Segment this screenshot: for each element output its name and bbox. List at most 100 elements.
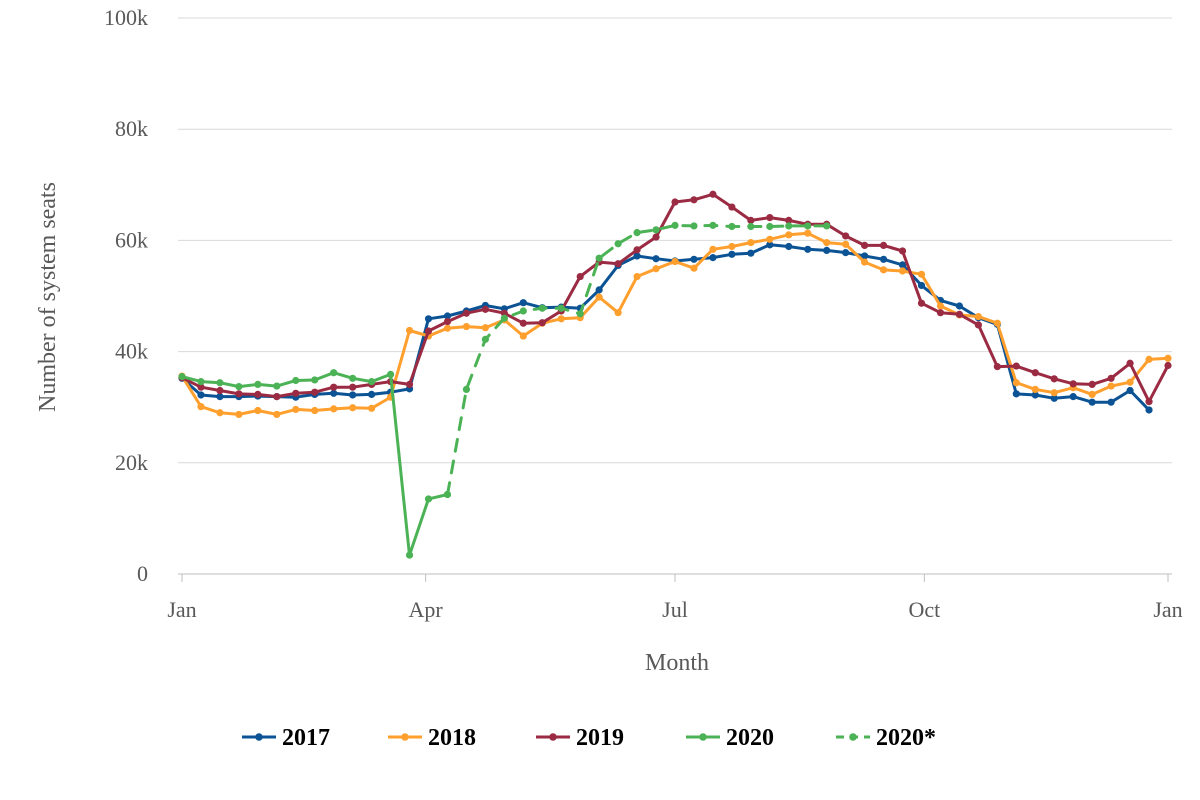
data-point (557, 315, 565, 323)
data-point (690, 222, 698, 230)
data-point (747, 216, 755, 224)
data-point (652, 255, 660, 263)
data-point (443, 490, 452, 499)
data-point (1069, 380, 1077, 388)
data-point (955, 302, 964, 310)
data-point (462, 385, 471, 394)
data-point (178, 373, 186, 381)
legend-swatch-marker (255, 733, 263, 741)
data-point (330, 389, 338, 397)
data-point (936, 302, 945, 310)
data-point (917, 281, 926, 290)
legend-swatch-marker (549, 733, 557, 741)
data-point (1107, 382, 1115, 390)
data-point (462, 322, 471, 331)
data-point (216, 409, 224, 417)
legend-swatch-marker (849, 733, 857, 741)
data-point (823, 222, 831, 230)
data-point (273, 393, 281, 401)
series-lines (178, 190, 1172, 559)
data-point (671, 221, 679, 229)
data-point (254, 406, 262, 415)
data-point (879, 266, 888, 274)
data-point (405, 326, 414, 335)
data-point (709, 254, 717, 262)
data-point (368, 390, 376, 399)
legend-label: 2020* (876, 725, 936, 751)
data-point (842, 240, 850, 248)
data-point (1088, 390, 1096, 399)
data-point (747, 222, 755, 231)
data-point (823, 239, 831, 247)
data-point (197, 383, 205, 391)
data-point (273, 410, 281, 419)
data-point (1031, 369, 1039, 377)
y-tick-label: 80k (115, 116, 148, 141)
data-point (349, 374, 357, 382)
y-axis-title: Number of system seats (35, 182, 61, 412)
gridlines (178, 17, 1172, 464)
data-point (1126, 378, 1134, 386)
data-point (1012, 362, 1020, 370)
data-point (804, 229, 812, 237)
data-point (785, 231, 793, 239)
data-point (804, 245, 812, 253)
data-point (368, 404, 376, 412)
data-point (235, 390, 243, 398)
data-point (443, 324, 452, 332)
data-point (368, 378, 376, 386)
data-point (292, 376, 300, 385)
data-point (216, 393, 224, 401)
y-tick-label: 60k (115, 227, 148, 252)
data-point (235, 383, 243, 391)
data-point (1012, 379, 1020, 387)
data-point (1107, 398, 1115, 406)
data-point (443, 317, 452, 326)
data-point (595, 286, 603, 294)
data-point (443, 312, 452, 320)
data-point (747, 239, 755, 247)
data-point (993, 319, 1001, 327)
data-point (1031, 391, 1039, 399)
data-point (519, 299, 527, 307)
data-point (330, 369, 338, 377)
legend-label: 2020 (726, 725, 774, 751)
data-point (1069, 393, 1077, 401)
data-point (216, 379, 224, 387)
data-point (879, 241, 888, 250)
data-point (747, 249, 755, 257)
data-point (823, 246, 831, 255)
data-point (1164, 354, 1172, 362)
data-point (785, 222, 793, 230)
data-point (671, 198, 679, 206)
legend-item: 2020* (836, 725, 936, 751)
data-point (614, 260, 622, 268)
data-point (519, 319, 527, 327)
data-point (879, 255, 888, 263)
data-point (766, 214, 774, 222)
data-point (842, 232, 850, 240)
data-point (728, 203, 736, 211)
data-point (690, 255, 698, 263)
legend-item: 2017 (242, 725, 330, 751)
data-point (595, 254, 603, 262)
data-point (424, 495, 433, 503)
data-point (898, 247, 907, 255)
data-point (652, 226, 660, 234)
data-point (197, 378, 205, 386)
data-point (652, 233, 660, 241)
data-point (349, 391, 357, 399)
data-point (955, 310, 964, 318)
data-point (519, 307, 527, 315)
data-point (481, 324, 489, 332)
data-point (728, 242, 736, 251)
data-point (1145, 398, 1153, 406)
data-point (861, 252, 869, 260)
data-point (1031, 385, 1039, 394)
data-point (1050, 375, 1058, 383)
series-2017 (178, 241, 1153, 414)
legend-label: 2018 (428, 725, 476, 751)
data-point (709, 245, 717, 253)
legend-swatch-marker (699, 733, 707, 741)
